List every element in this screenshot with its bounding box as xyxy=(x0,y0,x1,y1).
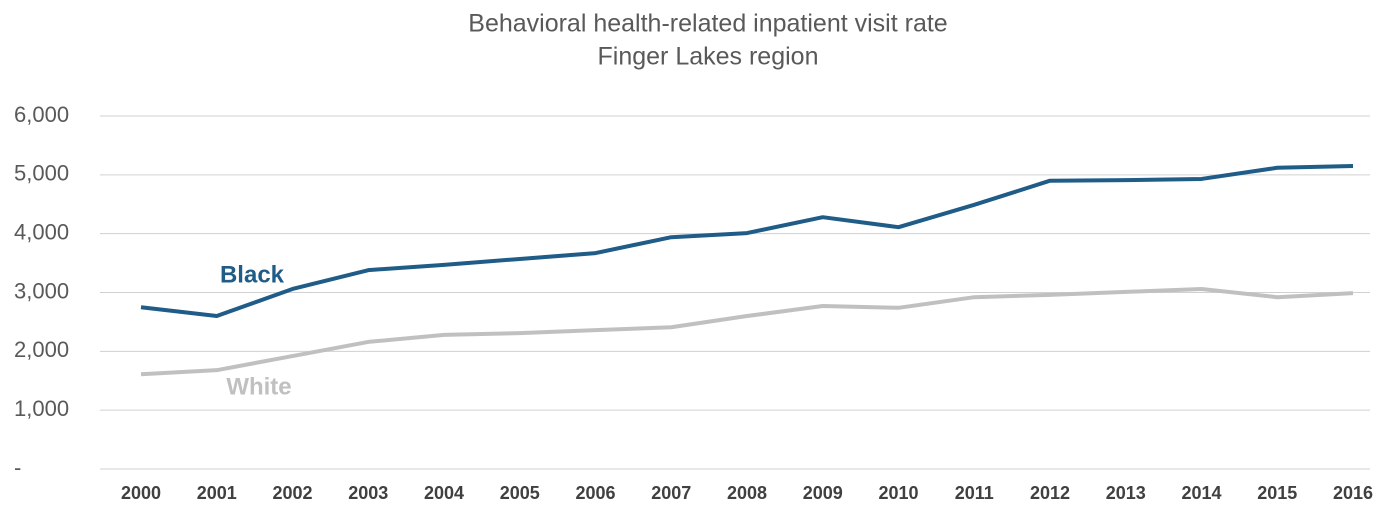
chart-subtitle: Finger Lakes region xyxy=(598,43,819,71)
x-tick-label: 2013 xyxy=(1106,483,1146,503)
x-tick-label: 2014 xyxy=(1181,483,1221,503)
x-tick-label: 2011 xyxy=(955,483,994,503)
y-tick-label: - xyxy=(14,455,21,480)
y-tick-label: 6,000 xyxy=(14,102,69,127)
series-label: Black xyxy=(220,261,285,288)
x-tick-label: 2004 xyxy=(424,483,464,503)
y-tick-label: 4,000 xyxy=(14,219,69,244)
series-line xyxy=(140,164,1354,319)
y-tick-label: 1,000 xyxy=(14,396,69,421)
y-tick-label: 5,000 xyxy=(14,161,69,186)
series-line xyxy=(140,286,1354,377)
x-tick-label: 2010 xyxy=(878,483,918,503)
y-tick-label: 3,000 xyxy=(14,278,69,303)
x-tick-label: 2015 xyxy=(1257,483,1297,503)
x-tick-label: 2000 xyxy=(121,483,161,503)
x-tick-label: 2007 xyxy=(651,483,691,503)
x-tick-label: 2006 xyxy=(575,483,615,503)
x-tick-label: 2009 xyxy=(803,483,843,503)
x-tick-label: 2003 xyxy=(348,483,388,503)
x-tick-label: 2001 xyxy=(197,483,237,503)
x-tick-label: 2012 xyxy=(1030,483,1070,503)
chart-title: Behavioral health-related inpatient visi… xyxy=(468,10,947,38)
x-tick-label: 2005 xyxy=(500,483,540,503)
y-tick-label: 2,000 xyxy=(14,337,69,362)
x-tick-label: 2016 xyxy=(1333,483,1373,503)
series-label: White xyxy=(226,373,291,400)
x-tick-label: 2008 xyxy=(727,483,767,503)
x-tick-label: 2002 xyxy=(272,483,312,503)
